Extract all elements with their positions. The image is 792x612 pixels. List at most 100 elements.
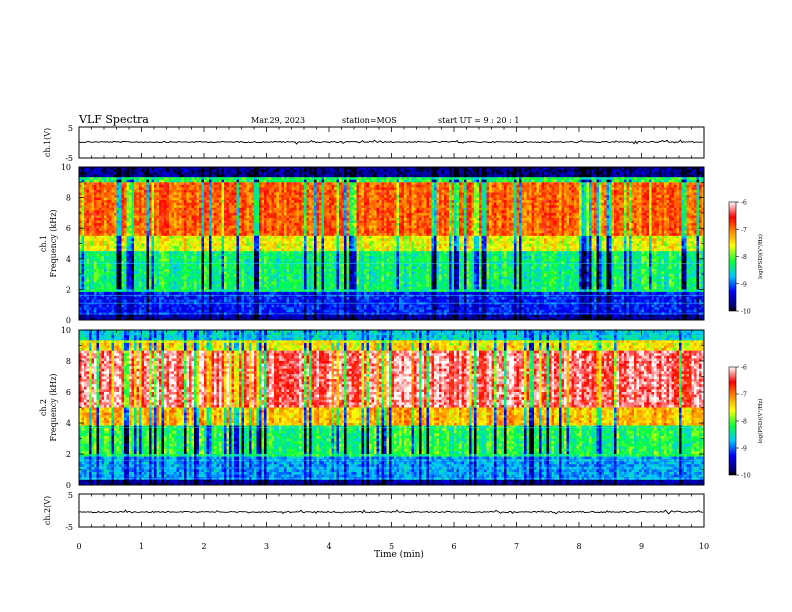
ch1-spec-cell (339, 180, 342, 183)
ch1-spec-cell (342, 177, 345, 180)
ch1-spec-cell (257, 175, 260, 178)
ch1-spec-cell (582, 175, 585, 178)
ch1-spec-cell (422, 172, 425, 175)
ch1-spec-cell (699, 172, 702, 175)
ch1-spec-cell (277, 172, 280, 175)
ch1-spec-cell (127, 172, 130, 175)
ch1-spec-cell (412, 175, 415, 178)
ch1-spec-cell (244, 172, 247, 175)
ch1-spec-cell (279, 170, 282, 173)
ch1-spec-cell (302, 172, 305, 175)
ch1-spec-cell (217, 170, 220, 173)
ch1-spec-cell (257, 180, 260, 183)
ch1-spec-cell (694, 172, 697, 175)
ch1-spec-cell (352, 180, 355, 183)
ch1-spec-cell (474, 175, 477, 178)
ch1-spec-cell (532, 177, 535, 180)
ch1-spec-cell (672, 177, 675, 180)
ch1-spec-cell (649, 172, 652, 175)
ch1-spec-cell (382, 170, 385, 173)
ch1-spec-cell (94, 180, 97, 183)
ch1-spec-cell (622, 180, 625, 183)
ch1-spec-cell (477, 170, 480, 173)
ch1-spec-cell (684, 177, 687, 180)
ch1-spec-cell (294, 170, 297, 173)
ch1-spec-cell (87, 175, 90, 178)
ch1-spec-cell (217, 175, 220, 178)
ch1-spec-cell (127, 180, 130, 183)
ch1-spec-cell (507, 172, 510, 175)
ch1-spec-cell (142, 180, 145, 183)
ch1-spec-cell (339, 175, 342, 178)
ch1-spec-cell (564, 175, 567, 178)
ch1-spec-cell (614, 172, 617, 175)
ch1-spec-cell (404, 170, 407, 173)
ch1-spec-cell (132, 177, 135, 180)
ch1-spec-cell (222, 175, 225, 178)
ch1-spec-cell (414, 172, 417, 175)
ch1-spec-cell (252, 175, 255, 178)
ch1-spec-cell (617, 170, 620, 173)
ch1-spec-cell (112, 177, 115, 180)
ch1-spec-cell (354, 172, 357, 175)
ch1-spec-cell (387, 177, 390, 180)
ch1-spec-cell (569, 172, 572, 175)
ch1-spec-cell (444, 175, 447, 178)
ch1-spec-cell (547, 175, 550, 178)
ch1-spec-cell (479, 177, 482, 180)
ch1-spec-cell (529, 180, 532, 183)
ch1-spec-cell (507, 177, 510, 180)
ch1-spec-cell (404, 180, 407, 183)
ch1-spec-cell (227, 170, 230, 173)
ch1-spec-cell (107, 175, 110, 178)
ch1-spec-cell (99, 175, 102, 178)
ch1-spec-cell (242, 180, 245, 183)
ch1-spec-cell (307, 172, 310, 175)
ch1-spec-cell (172, 175, 175, 178)
ch1-spec-cell (279, 177, 282, 180)
ch1-spec-cell (564, 177, 567, 180)
ch1-spec-cell (349, 172, 352, 175)
ch1-spec-cell (602, 180, 605, 183)
ch1-spec-cell (267, 180, 270, 183)
ch1-spec-cell (412, 172, 415, 175)
ch1-spec-cell (619, 180, 622, 183)
ch1-spec-cell (469, 172, 472, 175)
ch1-spec-cell (519, 170, 522, 173)
ch1-spec-cell (287, 177, 290, 180)
ch1-spec-cell (657, 172, 660, 175)
ch1-spec-cell (247, 180, 250, 183)
ch1-spec-cell (274, 170, 277, 173)
ch1-spec-cell (669, 170, 672, 173)
ch1-spec-cell (179, 177, 182, 180)
ch1-spec-cell (349, 175, 352, 178)
ch1-spec-cell (124, 172, 127, 175)
ch1-spec-cell (589, 170, 592, 173)
ch1-spec-cell (494, 177, 497, 180)
ch1-spec-cell (594, 170, 597, 173)
ch1-spec-cell (384, 172, 387, 175)
ch1-spec-cell (109, 172, 112, 175)
ch1-spec-cell (137, 177, 140, 180)
ch1-spec-cell (442, 180, 445, 183)
ch1-spec-cell (82, 182, 85, 185)
ch1-spec-cell (277, 170, 280, 173)
ch1-spec-cell (554, 177, 557, 180)
ch1-spec-cell (552, 172, 555, 175)
ch1-spec-cell (299, 175, 302, 178)
ch1-spec-cell (397, 175, 400, 178)
ch1-spec-cell (169, 177, 172, 180)
ch1-spec-cell (427, 170, 430, 173)
ch1-spec-cell (464, 177, 467, 180)
ch1-spec-cell (524, 177, 527, 180)
ch1-spec-cell (84, 172, 87, 175)
ch1-spec-cell (579, 180, 582, 183)
ch1-spec-cell (402, 175, 405, 178)
ch1-spec-cell (529, 177, 532, 180)
ch1-spec-cell (687, 175, 690, 178)
ch1-spec-cell (309, 170, 312, 173)
ch1-spec-cell (449, 177, 452, 180)
ch1-spec-cell (304, 175, 307, 178)
ch1-spec-cell (157, 175, 160, 178)
ch1-spec-cell (159, 177, 162, 180)
